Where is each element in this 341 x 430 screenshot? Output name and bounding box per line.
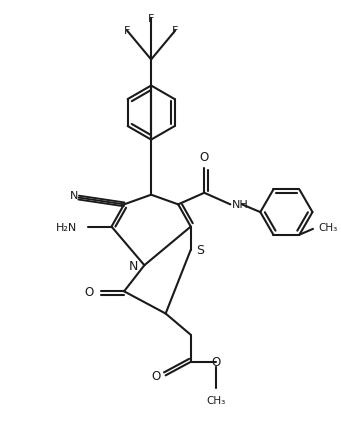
Text: F: F (124, 26, 130, 37)
Text: O: O (199, 150, 209, 163)
Text: NH: NH (232, 200, 249, 210)
Text: O: O (84, 285, 93, 298)
Text: CH₃: CH₃ (319, 222, 338, 232)
Text: O: O (151, 369, 161, 382)
Text: H₂N: H₂N (56, 222, 77, 232)
Text: F: F (148, 14, 154, 24)
Text: S: S (196, 244, 205, 257)
Text: CH₃: CH₃ (206, 395, 225, 405)
Text: O: O (211, 356, 221, 369)
Text: F: F (172, 26, 178, 37)
Text: N: N (70, 190, 78, 200)
Text: N: N (129, 259, 138, 272)
